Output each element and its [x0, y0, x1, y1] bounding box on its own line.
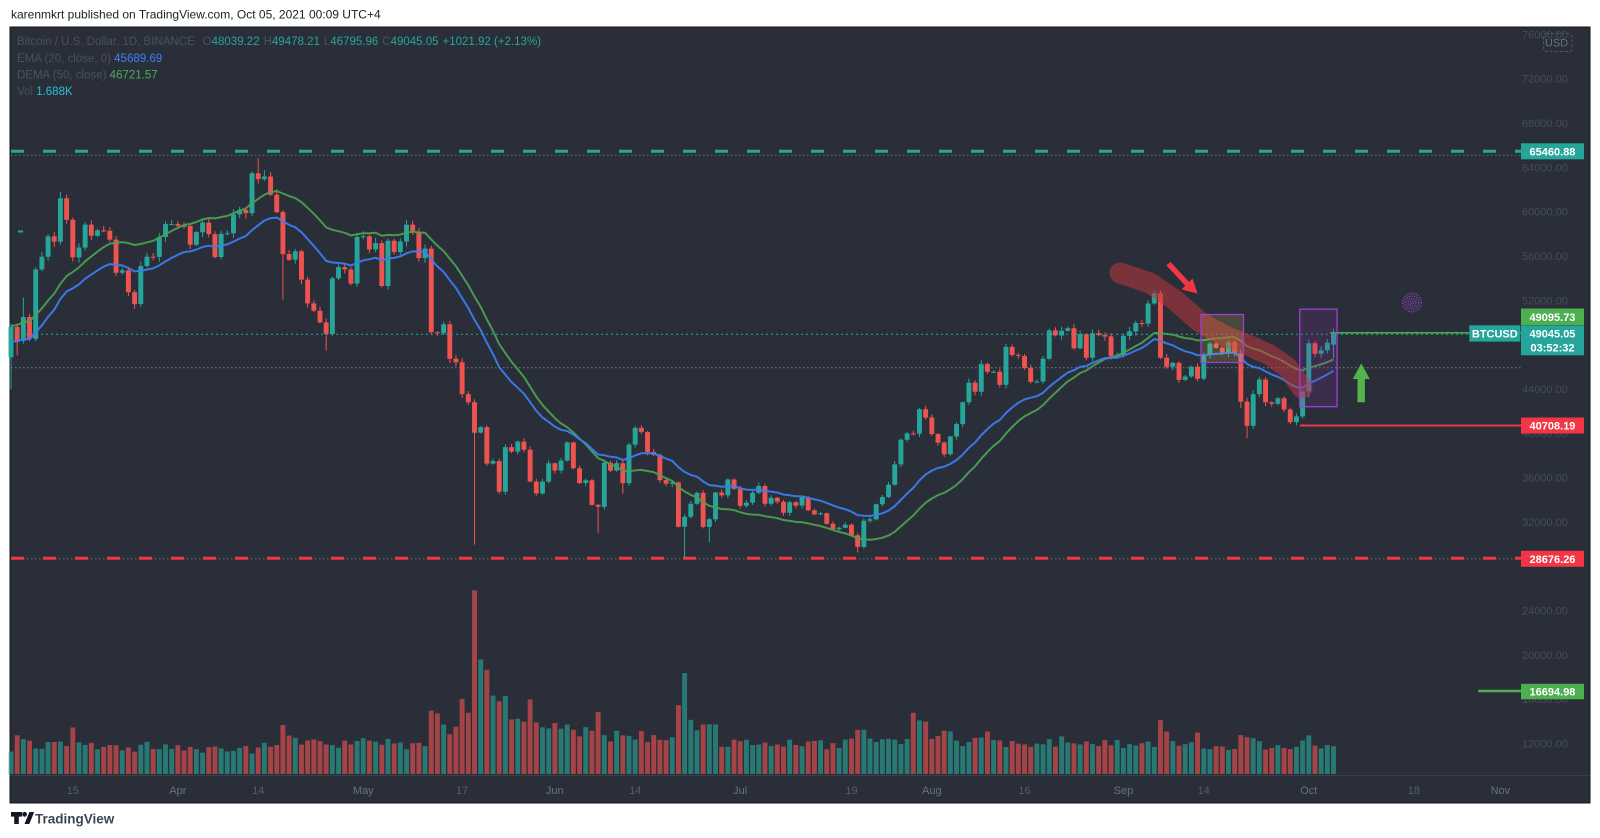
svg-text:03:52:32: 03:52:32 — [1530, 342, 1574, 354]
svg-text:Jun: Jun — [546, 785, 564, 797]
svg-text:Oct: Oct — [1300, 785, 1317, 797]
svg-text:Sep: Sep — [1114, 785, 1134, 797]
svg-text:49045.05: 49045.05 — [1530, 328, 1576, 340]
svg-text:28676.26: 28676.26 — [1530, 554, 1576, 566]
svg-text:Bitcoin / U.S. Dollar, 1D, BIN: Bitcoin / U.S. Dollar, 1D, BINANCE O48039… — [17, 36, 541, 48]
svg-text:52000.00: 52000.00 — [1522, 295, 1568, 307]
svg-text:16: 16 — [1018, 785, 1030, 797]
svg-text:40708.19: 40708.19 — [1530, 421, 1576, 433]
svg-text:TradingView: TradingView — [35, 812, 115, 827]
svg-text:14: 14 — [252, 785, 264, 797]
svg-text:BTCUSD: BTCUSD — [1472, 329, 1518, 341]
svg-text:65460.88: 65460.88 — [1530, 146, 1576, 158]
svg-text:12000.00: 12000.00 — [1522, 739, 1568, 751]
svg-text:Apr: Apr — [169, 785, 186, 797]
svg-text:DEMA (50, close) 46721.57: DEMA (50, close) 46721.57 — [17, 70, 158, 82]
svg-text:15: 15 — [67, 785, 79, 797]
svg-text:karenmkrt published on Trading: karenmkrt published on TradingView.com, … — [11, 8, 381, 22]
svg-text:17: 17 — [456, 785, 468, 797]
svg-text:14: 14 — [1198, 785, 1210, 797]
svg-text:44000.00: 44000.00 — [1522, 384, 1568, 396]
svg-text:60000.00: 60000.00 — [1522, 207, 1568, 219]
svg-text:19: 19 — [845, 785, 857, 797]
svg-text:14: 14 — [629, 785, 641, 797]
svg-text:Aug: Aug — [922, 785, 942, 797]
svg-text:49095.73: 49095.73 — [1530, 312, 1576, 324]
svg-text:68000.00: 68000.00 — [1522, 118, 1568, 130]
svg-text:18: 18 — [1408, 785, 1420, 797]
svg-text:64000.00: 64000.00 — [1522, 162, 1568, 174]
svg-text:56000.00: 56000.00 — [1522, 251, 1568, 263]
svg-text:36000.00: 36000.00 — [1522, 473, 1568, 485]
svg-text:Nov: Nov — [1491, 785, 1511, 797]
svg-text:76000.00: 76000.00 — [1522, 29, 1568, 41]
svg-text:USD: USD — [1545, 38, 1568, 50]
svg-text:16694.98: 16694.98 — [1530, 687, 1576, 699]
svg-text:Jul: Jul — [733, 785, 747, 797]
svg-text:Vol 1.688K: Vol 1.688K — [17, 86, 73, 98]
svg-text:May: May — [353, 785, 374, 797]
svg-text:32000.00: 32000.00 — [1522, 517, 1568, 529]
svg-text:72000.00: 72000.00 — [1522, 74, 1568, 86]
svg-text:20000.00: 20000.00 — [1522, 650, 1568, 662]
svg-text:24000.00: 24000.00 — [1522, 606, 1568, 618]
svg-text:EMA (20, close, 0) 45689.69: EMA (20, close, 0) 45689.69 — [17, 53, 162, 65]
